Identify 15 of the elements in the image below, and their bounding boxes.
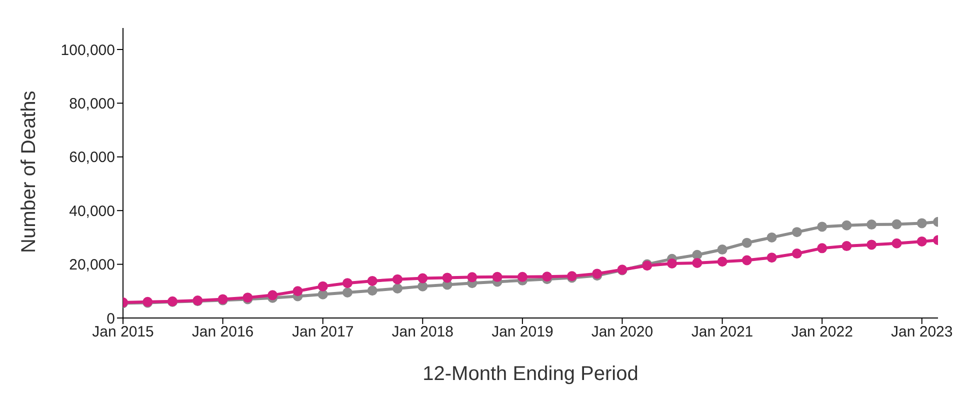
x-tick-label: Jan 2022 — [791, 324, 853, 341]
y-tick-label: 20,000 — [69, 256, 115, 274]
x-tick-label: Jan 2023 — [891, 324, 953, 341]
x-tick-label: Jan 2017 — [292, 324, 354, 341]
x-tick-label: Jan 2021 — [691, 324, 754, 341]
x-tick-label: Jan 2019 — [492, 324, 554, 341]
y-tick-label: 60,000 — [69, 149, 115, 166]
x-tick-label: Jan 2020 — [591, 324, 654, 341]
y-axis-title: Number of Deaths — [18, 90, 40, 253]
y-tick-label: 80,000 — [69, 96, 115, 113]
x-tick-label: Jan 2018 — [392, 324, 454, 341]
x-tick-label: Jan 2016 — [192, 324, 254, 341]
x-axis-title: 12-Month Ending Period — [422, 363, 638, 385]
y-tick-label: 100,000 — [60, 42, 115, 59]
y-tick-label: 40,000 — [69, 202, 115, 220]
